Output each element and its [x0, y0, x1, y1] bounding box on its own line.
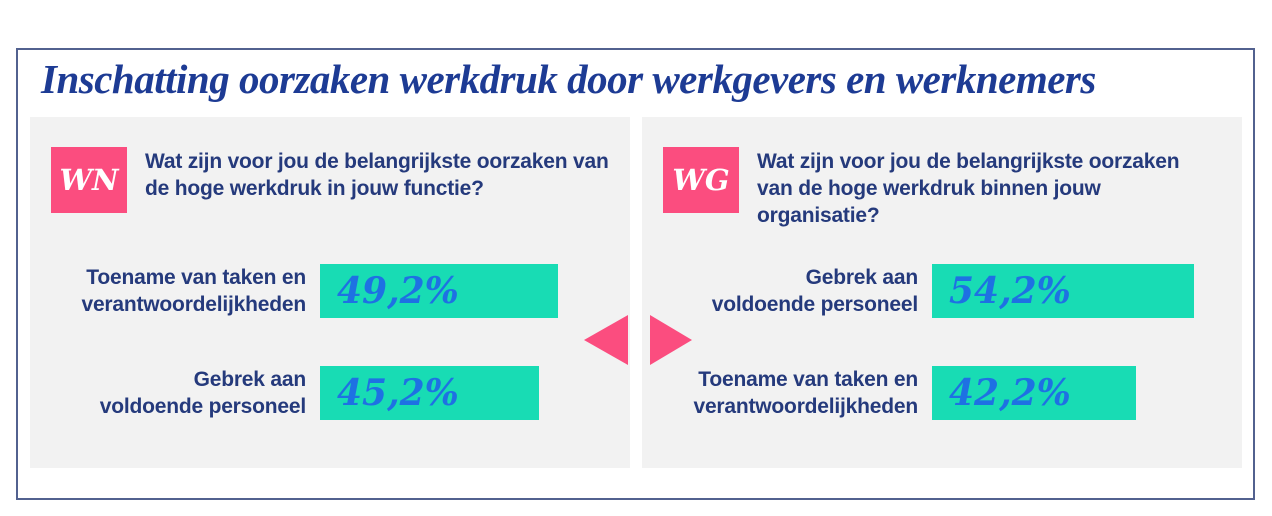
- badge-wg: WG: [663, 147, 739, 213]
- question-werkgevers: Wat zijn voor jou de belangrijkste oorza…: [757, 150, 1180, 227]
- bar-werkgevers-toename: 42,2%: [932, 366, 1136, 420]
- bar-label: Gebrek aan voldoende personeel: [99, 368, 306, 418]
- panel-werkgevers: WG Wat zijn voor jou de belangrijkste oo…: [642, 117, 1242, 468]
- bar-werkgevers-gebrek: 54,2%: [932, 264, 1194, 318]
- bar-value: 54,2%: [949, 270, 1071, 312]
- bar-value: 49,2%: [337, 270, 459, 312]
- frame: Inschatting oorzaken werkdruk door werkg…: [16, 48, 1255, 500]
- arrow-left-icon: [584, 315, 628, 365]
- page-title: Inschatting oorzaken werkdruk door werkg…: [41, 56, 1096, 102]
- arrow-right-icon: [650, 315, 692, 365]
- badge-wn: WN: [51, 147, 127, 213]
- bar-werknemers-toename: 49,2%: [320, 264, 558, 318]
- bar-label: Gebrek aan voldoende personeel: [711, 266, 918, 316]
- bar-value: 45,2%: [337, 372, 459, 414]
- question-werknemers: Wat zijn voor jou de belangrijkste oorza…: [145, 150, 609, 200]
- panel-werknemers: WN Wat zijn voor jou de belangrijkste oo…: [30, 117, 630, 468]
- bar-label: Toename van taken en verantwoordelijkhed…: [693, 368, 918, 418]
- bar-value: 42,2%: [949, 372, 1071, 414]
- bar-label: Toename van taken en verantwoordelijkhed…: [81, 266, 306, 316]
- bar-werknemers-gebrek: 45,2%: [320, 366, 539, 420]
